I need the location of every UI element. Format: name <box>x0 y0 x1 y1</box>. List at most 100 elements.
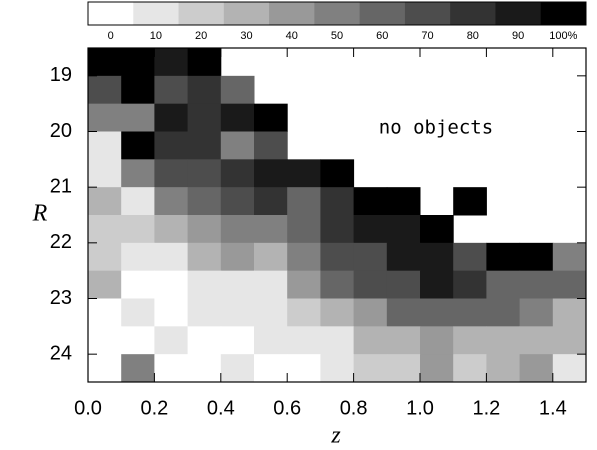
colorbar-swatch <box>223 2 270 25</box>
annotation: no objects <box>379 117 493 139</box>
heatmap-cell <box>552 326 587 355</box>
heatmap-cell <box>187 187 222 216</box>
heatmap-cell <box>453 298 487 327</box>
heatmap-cell <box>220 242 255 272</box>
heatmap-cell <box>220 131 255 160</box>
y-tick-label: 23 <box>50 287 72 309</box>
heatmap-cell <box>121 75 155 105</box>
heatmap-cell <box>88 131 122 160</box>
heatmap-cell <box>154 270 189 299</box>
heatmap-cell <box>154 326 189 355</box>
heatmap-cell <box>386 298 421 327</box>
heatmap-cell <box>519 270 554 299</box>
heatmap-cell <box>88 48 122 77</box>
heatmap-cell <box>88 298 122 327</box>
heatmap-cell <box>320 215 355 244</box>
x-tick-label: 0.4 <box>207 397 235 419</box>
heatmap-cell <box>220 270 255 299</box>
colorbar-label: 70 <box>421 30 433 42</box>
heatmap-cell <box>287 298 321 327</box>
heatmap-cell <box>287 270 321 299</box>
heatmap-cell <box>187 215 222 244</box>
heatmap-cell <box>254 215 288 244</box>
heatmap-cell <box>88 354 122 383</box>
y-tick-label: 20 <box>50 120 72 142</box>
colorbar-frame <box>87 1 587 26</box>
heatmap-cell <box>420 326 454 355</box>
heatmap-cell <box>420 215 454 244</box>
colorbar-swatch <box>450 2 496 25</box>
heatmap-cell <box>320 326 355 355</box>
heatmap-cell <box>187 298 222 327</box>
heatmap-cell <box>220 103 255 132</box>
colorbar-label: 60 <box>376 30 388 42</box>
heatmap-cell <box>353 270 388 299</box>
heatmap-cell <box>121 215 155 244</box>
colorbar-swatch <box>314 2 361 25</box>
heatmap-cell <box>88 326 122 355</box>
colorbar-label: 50 <box>331 30 343 42</box>
heatmap-cell <box>187 242 222 272</box>
heatmap-cell <box>220 215 255 244</box>
x-tick-label: 1.2 <box>472 397 500 419</box>
heatmap-cell <box>519 242 554 272</box>
colorbar-label: 90 <box>512 30 524 42</box>
heatmap-cell <box>121 103 155 132</box>
colorbar-swatch <box>404 2 451 25</box>
heatmap-cell <box>353 354 388 383</box>
heatmap-cell <box>254 242 288 272</box>
heatmap-cell <box>386 215 421 244</box>
heatmap-cell <box>187 159 222 188</box>
heatmap-cell <box>121 270 155 299</box>
colorbar-label: 80 <box>467 30 479 42</box>
y-axis-label: R <box>32 201 48 227</box>
heatmap-cell <box>154 159 189 188</box>
heatmap-cell <box>287 242 321 272</box>
heatmap-cell <box>386 242 421 272</box>
heatmap-cell <box>154 215 189 244</box>
heatmap-cell <box>88 103 122 132</box>
heatmap-cell <box>453 270 487 299</box>
heatmap-cell <box>121 298 155 327</box>
heatmap-cell <box>386 326 421 355</box>
y-tick-label: 19 <box>50 64 72 86</box>
heatmap-cell <box>154 103 189 132</box>
x-tick-label: 0.2 <box>140 397 168 419</box>
heatmap-cell <box>220 326 255 355</box>
heatmap-cell <box>320 354 355 383</box>
colorbar-swatch <box>359 2 406 25</box>
colorbar-label: 40 <box>286 30 298 42</box>
heatmap-cell <box>519 354 554 383</box>
heatmap-cell <box>88 242 122 272</box>
heatmap-cell <box>187 75 222 105</box>
heatmap-cell <box>88 270 122 299</box>
heatmap-cell <box>320 242 355 272</box>
heatmap-cell <box>154 187 189 216</box>
heatmap-cell <box>254 159 288 188</box>
heatmap-cell <box>88 215 122 244</box>
heatmap-cell <box>254 187 288 216</box>
heatmap-cell <box>88 187 122 216</box>
heatmap-cell <box>121 48 155 77</box>
heatmap-cell <box>453 326 487 355</box>
heatmap-cell <box>486 326 521 355</box>
heatmap-cell <box>486 242 521 272</box>
heatmap-cell <box>420 298 454 327</box>
heatmap-cell <box>187 103 222 132</box>
x-tick-label: 1.4 <box>539 397 567 419</box>
heatmap-cell <box>121 131 155 160</box>
heatmap-cell <box>453 187 487 216</box>
y-tick-label: 21 <box>50 175 72 197</box>
heatmap-cell <box>187 131 222 160</box>
heatmap-cell <box>121 326 155 355</box>
heatmap-cell <box>187 270 222 299</box>
heatmap-cell <box>220 75 255 105</box>
colorbar-label: 20 <box>195 30 207 42</box>
heatmap-cell <box>154 131 189 160</box>
heatmap-cell <box>154 298 189 327</box>
heatmap-cell <box>88 75 122 105</box>
plot-frame <box>87 47 587 383</box>
heatmap-cell <box>287 187 321 216</box>
heatmap-cell <box>453 354 487 383</box>
